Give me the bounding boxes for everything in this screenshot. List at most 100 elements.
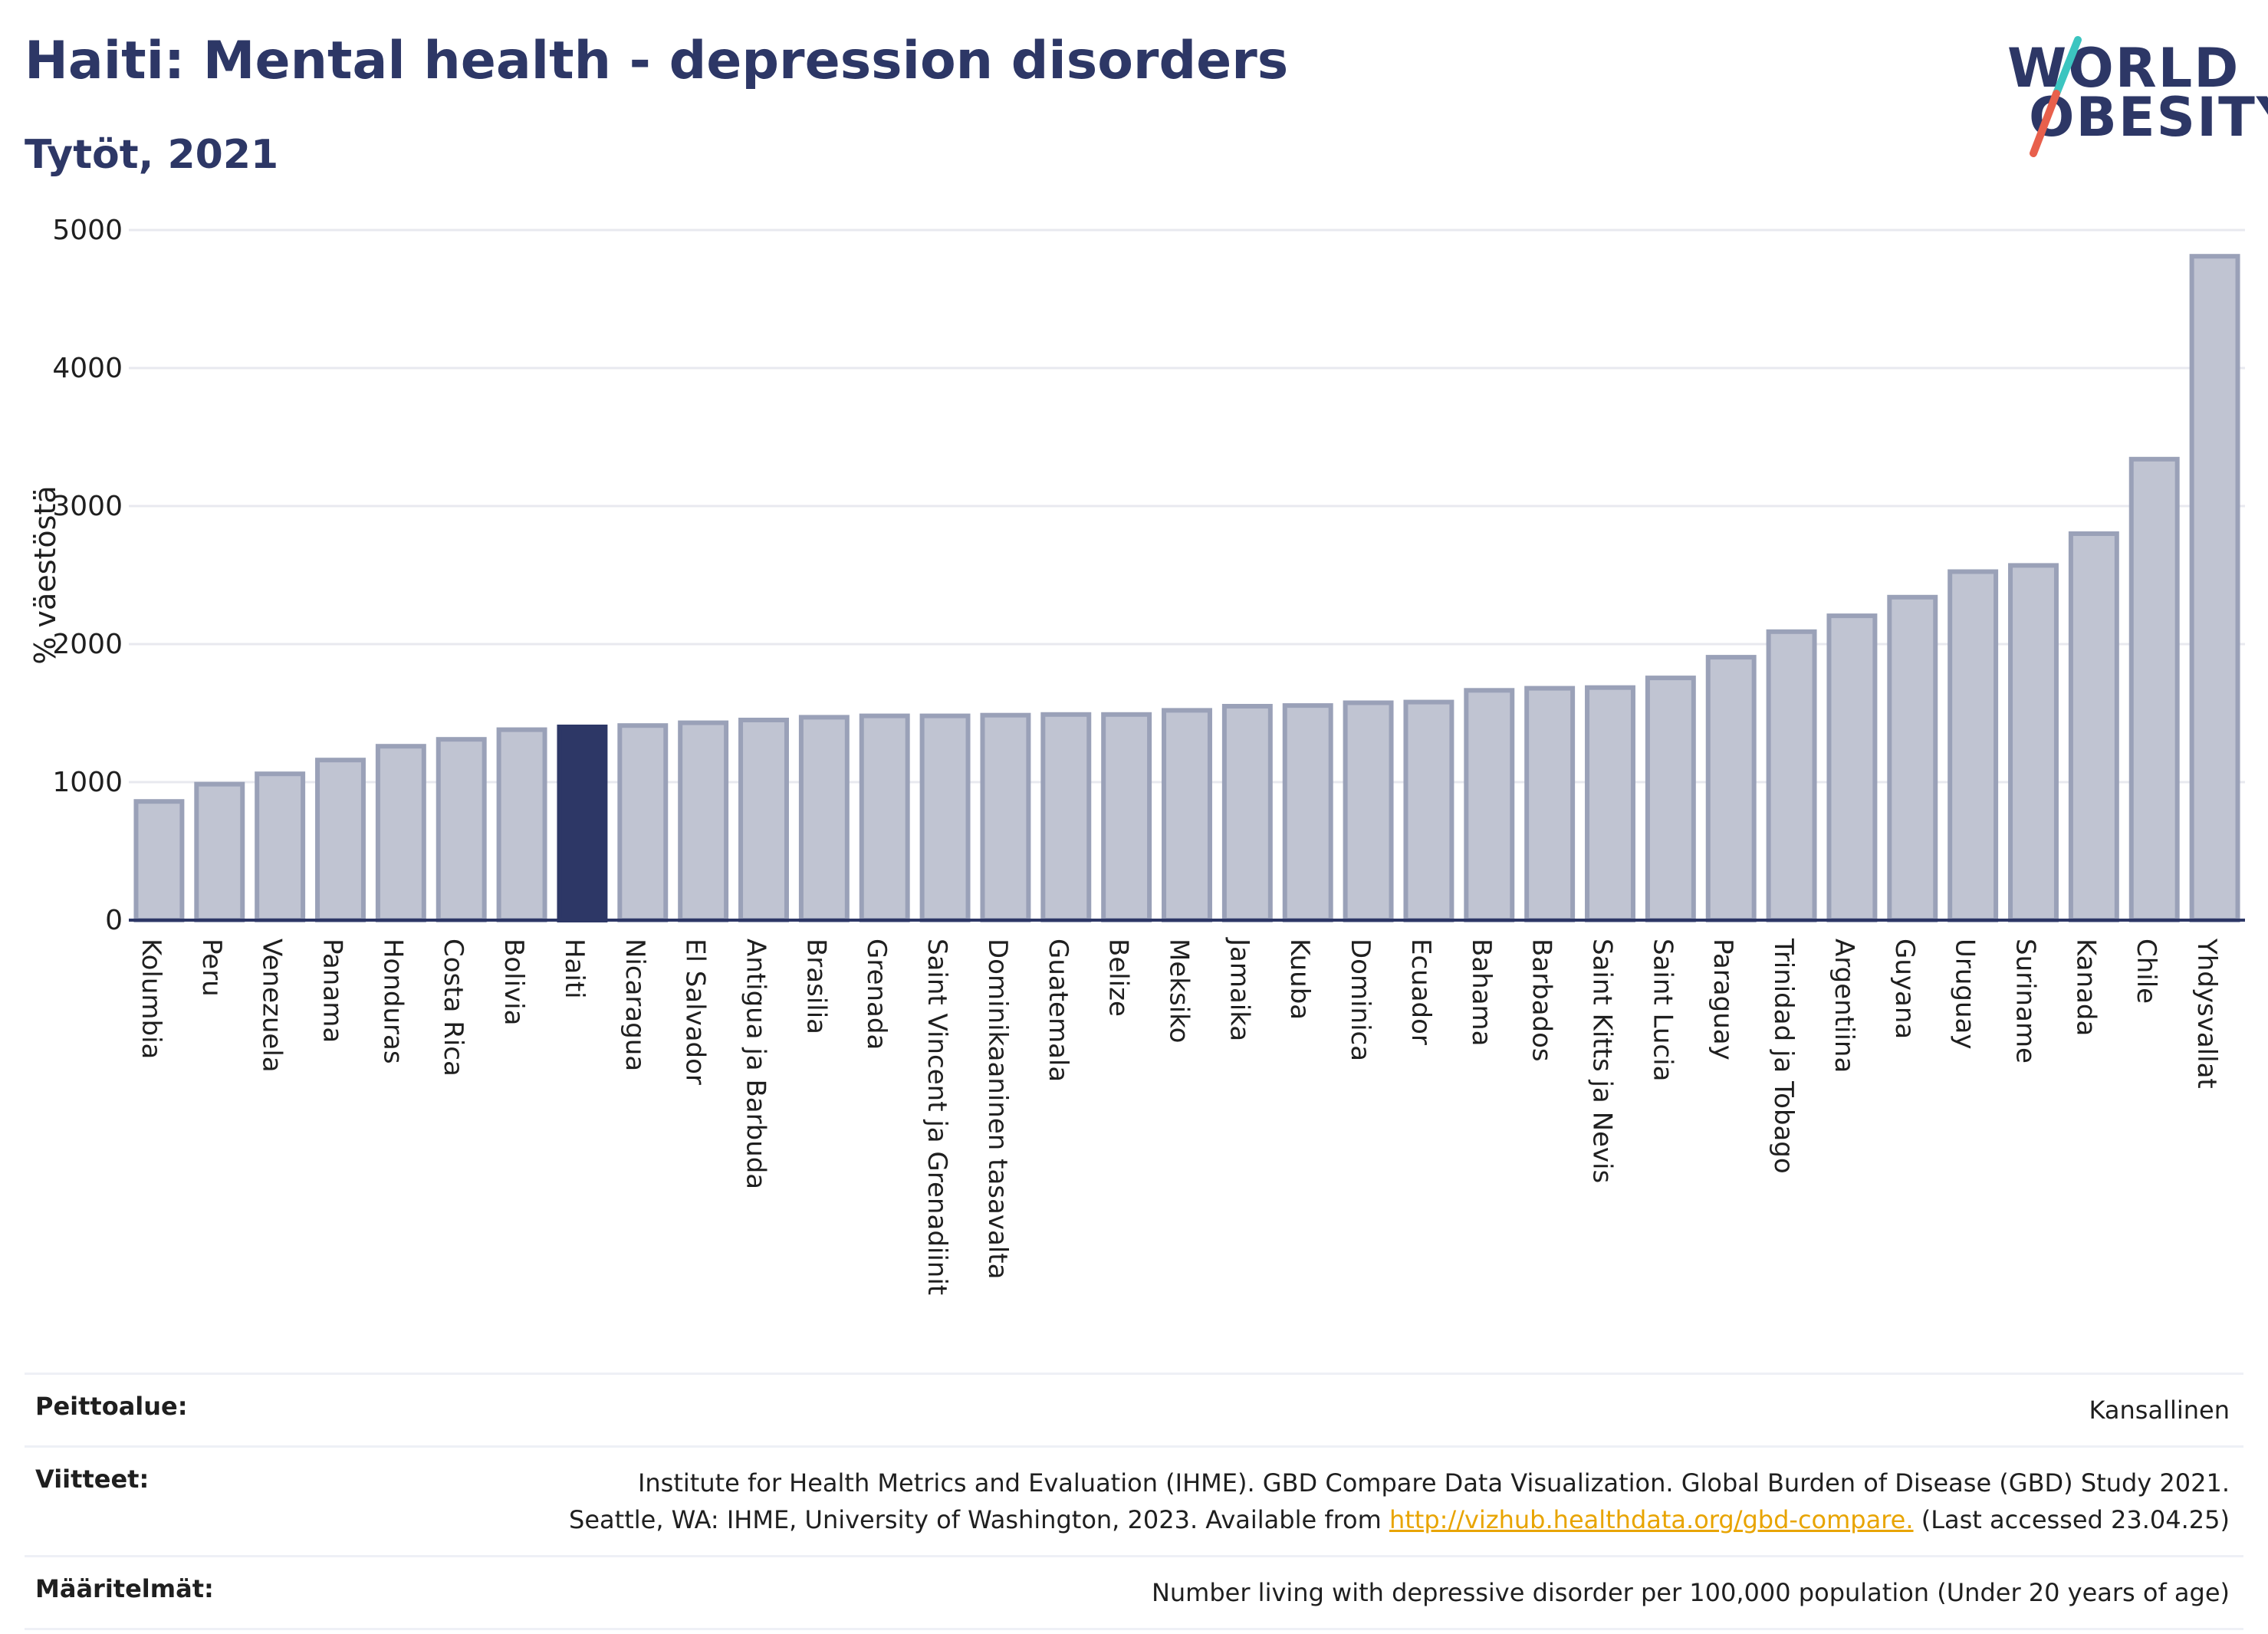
x-tick-label: Suriname bbox=[2010, 939, 2041, 1064]
x-tick-label: Brasilia bbox=[800, 939, 831, 1034]
x-tick-label: Haiti bbox=[559, 939, 590, 999]
x-tick-label: Chile bbox=[2131, 939, 2161, 1004]
x-tick-label: Saint Lucia bbox=[1647, 939, 1678, 1081]
coverage-label: Peittoalue: bbox=[35, 1392, 188, 1421]
x-tick-label: Argentiina bbox=[1829, 939, 1859, 1073]
bar-kuuba bbox=[1282, 703, 1333, 922]
logo-line2: OBESITY bbox=[2029, 86, 2268, 149]
bar-peru bbox=[194, 781, 245, 923]
references-row: Viitteet: Institute for Health Metrics a… bbox=[25, 1445, 2243, 1555]
bar-suriname bbox=[2008, 563, 2059, 923]
bar-guatemala bbox=[1040, 712, 1092, 922]
bar-guyana bbox=[1887, 594, 1938, 922]
x-tick-label: Kanada bbox=[2070, 939, 2101, 1036]
bar-panama bbox=[315, 758, 366, 923]
bar-nicaragua bbox=[617, 723, 669, 923]
x-tick-label: Bahama bbox=[1466, 939, 1497, 1046]
bar-meksiko bbox=[1162, 708, 1212, 923]
bar-saint-vincent-ja-grenadiinit bbox=[919, 713, 971, 922]
bar-jamaika bbox=[1221, 704, 1273, 922]
x-tick-label: Nicaragua bbox=[620, 939, 650, 1071]
definitions-value: Number living with depressive disorder p… bbox=[1151, 1578, 2230, 1607]
footer-table: Peittoalue: Kansallinen Viitteet: Instit… bbox=[25, 1373, 2243, 1630]
x-tick-label: Trinidad ja Tobago bbox=[1768, 938, 1799, 1174]
bar-bahama bbox=[1464, 688, 1515, 922]
bar-saint-lucia bbox=[1645, 676, 1696, 922]
x-tick-label: Kolumbia bbox=[136, 939, 166, 1059]
bar-saint-kitts-ja-nevis bbox=[1585, 685, 1635, 922]
x-tick-label: Uruguay bbox=[1950, 939, 1980, 1050]
bar-kolumbia bbox=[133, 799, 185, 922]
y-axis-ticks: 0 1000 2000 3000 4000 5000 bbox=[52, 215, 123, 936]
y-tick-label: 5000 bbox=[52, 215, 123, 246]
bar-haiti bbox=[557, 725, 608, 922]
bar-antigua-ja-barbuda bbox=[738, 718, 789, 922]
x-tick-label: Antigua ja Barbuda bbox=[741, 939, 771, 1189]
bar-chart: 0 1000 2000 3000 4000 5000 Kolumbia Peru Venezu… bbox=[28, 215, 2245, 1295]
logo-line1: WORLD bbox=[2007, 37, 2240, 100]
x-tick-label: Kuuba bbox=[1284, 939, 1315, 1020]
bar-dominica bbox=[1343, 700, 1394, 922]
x-tick-label: Guyana bbox=[1889, 939, 1920, 1039]
x-tick-label: Dominikaaninen tasavalta bbox=[982, 939, 1013, 1279]
bar-honduras bbox=[375, 744, 426, 923]
bar-chile bbox=[2128, 456, 2180, 922]
bar-el-salvador bbox=[678, 720, 729, 922]
bar-bolivia bbox=[496, 727, 547, 922]
bar-dominikaaninen-tasavalta bbox=[980, 712, 1031, 922]
references-line2-pre: Seattle, WA: IHME, University of Washing… bbox=[569, 1505, 1389, 1534]
bar-argentiina bbox=[1826, 613, 1878, 922]
references-line1: Institute for Health Metrics and Evaluat… bbox=[637, 1468, 2230, 1498]
coverage-value: Kansallinen bbox=[2089, 1396, 2230, 1425]
x-tick-label: Saint Vincent ja Grenadiinit bbox=[922, 939, 952, 1295]
x-tick-label: Honduras bbox=[377, 939, 408, 1064]
bar-barbados bbox=[1524, 685, 1576, 922]
bar-belize bbox=[1101, 712, 1152, 922]
y-tick-label: 4000 bbox=[52, 353, 123, 384]
logo-slash-icon bbox=[2030, 36, 2082, 157]
x-tick-label: El Salvador bbox=[680, 939, 711, 1085]
bar-paraguay bbox=[1705, 655, 1757, 922]
y-tick-label: 2000 bbox=[52, 629, 123, 660]
bar-yhdysvallat bbox=[2189, 254, 2240, 922]
y-tick-label: 1000 bbox=[52, 767, 123, 798]
x-tick-label: Yhdysvallat bbox=[2191, 938, 2222, 1089]
x-tick-label: Peru bbox=[196, 939, 227, 997]
x-tick-label: Venezuela bbox=[257, 939, 288, 1073]
x-axis-labels: Kolumbia Peru Venezuela Panama Honduras Costa… bbox=[136, 937, 2222, 1295]
page-subtitle: Tytöt, 2021 bbox=[25, 132, 279, 178]
x-tick-label: Costa Rica bbox=[438, 939, 468, 1077]
bar-grenada bbox=[859, 713, 910, 922]
x-tick-label: Paraguay bbox=[1708, 939, 1738, 1060]
x-tick-label: Panama bbox=[317, 939, 348, 1043]
x-tick-label: Grenada bbox=[861, 939, 892, 1050]
bar-ecuador bbox=[1403, 699, 1454, 922]
coverage-row: Peittoalue: Kansallinen bbox=[25, 1373, 2243, 1445]
x-tick-label: Barbados bbox=[1527, 939, 1557, 1062]
x-tick-label: Guatemala bbox=[1043, 939, 1073, 1082]
x-tick-label: Ecuador bbox=[1405, 939, 1436, 1045]
bar-kanada bbox=[2068, 531, 2119, 922]
references-line2-post: (Last accessed 23.04.25) bbox=[1913, 1505, 2230, 1534]
x-tick-label: Belize bbox=[1103, 939, 1134, 1017]
x-tick-label: Meksiko bbox=[1164, 939, 1195, 1043]
references-line2: Seattle, WA: IHME, University of Washing… bbox=[38, 1501, 2230, 1538]
y-tick-label: 0 bbox=[105, 905, 123, 936]
x-tick-label: Bolivia bbox=[498, 939, 529, 1025]
bar-trinidad-ja-tobago bbox=[1766, 629, 1817, 922]
bar-venezuela bbox=[255, 771, 306, 923]
definitions-label: Määritelmät: bbox=[35, 1574, 214, 1603]
world-obesity-logo: WORLD OBESITY bbox=[1994, 31, 2268, 169]
bar-brasilia bbox=[798, 715, 850, 923]
y-axis-label: % väestöstä bbox=[28, 485, 62, 664]
bar-costa-rica bbox=[436, 737, 487, 923]
x-tick-label: Dominica bbox=[1345, 939, 1376, 1061]
x-tick-label: Jamaika bbox=[1224, 937, 1254, 1041]
definitions-row: Määritelmät: Number living with depressi… bbox=[25, 1555, 2243, 1630]
y-tick-label: 3000 bbox=[52, 491, 123, 522]
references-label: Viitteet: bbox=[35, 1465, 150, 1494]
references-link[interactable]: http://vizhub.healthdata.org/gbd-compare… bbox=[1389, 1505, 1914, 1534]
page-title: Haiti: Mental health - depression disord… bbox=[25, 31, 1289, 91]
bars bbox=[133, 254, 2240, 923]
bar-uruguay bbox=[1948, 569, 1999, 922]
